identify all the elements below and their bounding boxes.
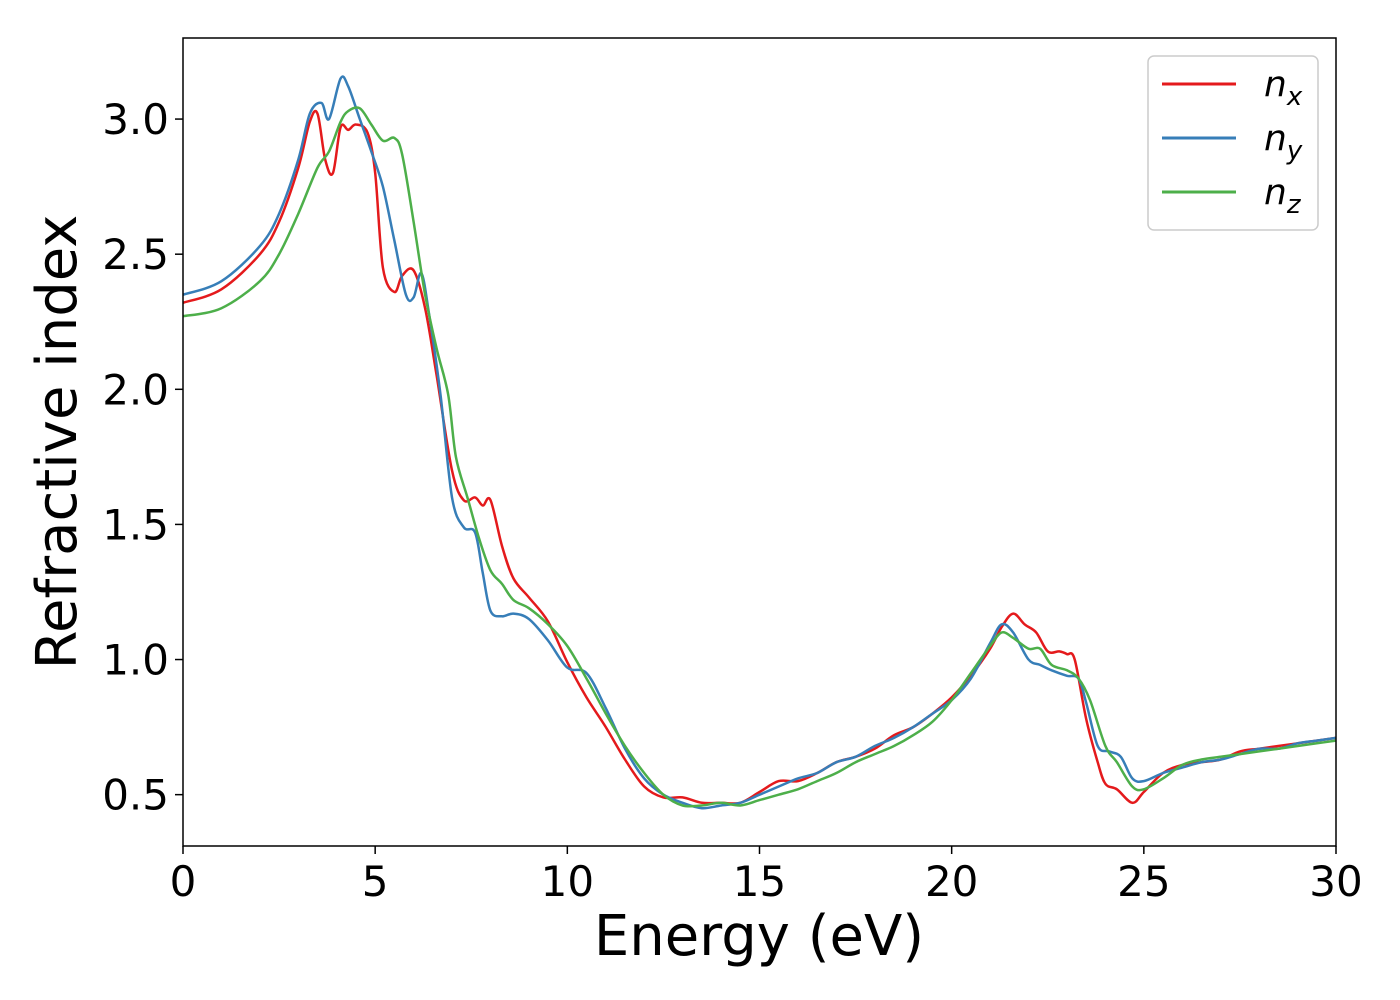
- y-tick-label: 3.0: [102, 95, 169, 144]
- legend: nx ny nz: [1147, 55, 1319, 231]
- legend-label-n-x: nx: [1264, 64, 1303, 112]
- series-line-n-z: [183, 106, 1336, 808]
- y-tick-label: 1.5: [102, 500, 169, 549]
- legend-label-n-y: ny: [1264, 118, 1303, 166]
- legend-label-n-z: nz: [1264, 172, 1302, 220]
- y-axis-ticks: 0.5 1.0 1.5 2.0 2.5 3.0: [102, 95, 183, 820]
- series-layer: [183, 75, 1336, 810]
- x-tick-label: 10: [541, 857, 594, 906]
- x-tick-label: 5: [362, 857, 389, 906]
- x-tick-label: 15: [733, 857, 786, 906]
- x-tick-label: 25: [1117, 857, 1170, 906]
- x-axis-ticks: 0 5 10 15 20 25 30: [170, 846, 1363, 906]
- legend-frame: [1147, 55, 1319, 231]
- y-tick-label: 2.5: [102, 230, 169, 279]
- series-line-n-y: [183, 75, 1336, 810]
- x-axis-title: Energy (eV): [594, 904, 924, 969]
- y-tick-label: 2.0: [102, 365, 169, 414]
- y-tick-label: 0.5: [102, 771, 169, 820]
- x-tick-label: 30: [1309, 857, 1362, 906]
- y-tick-label: 1.0: [102, 636, 169, 685]
- x-tick-label: 20: [925, 857, 978, 906]
- x-tick-label: 0: [170, 857, 197, 906]
- y-axis-title: Refractive index: [25, 215, 90, 670]
